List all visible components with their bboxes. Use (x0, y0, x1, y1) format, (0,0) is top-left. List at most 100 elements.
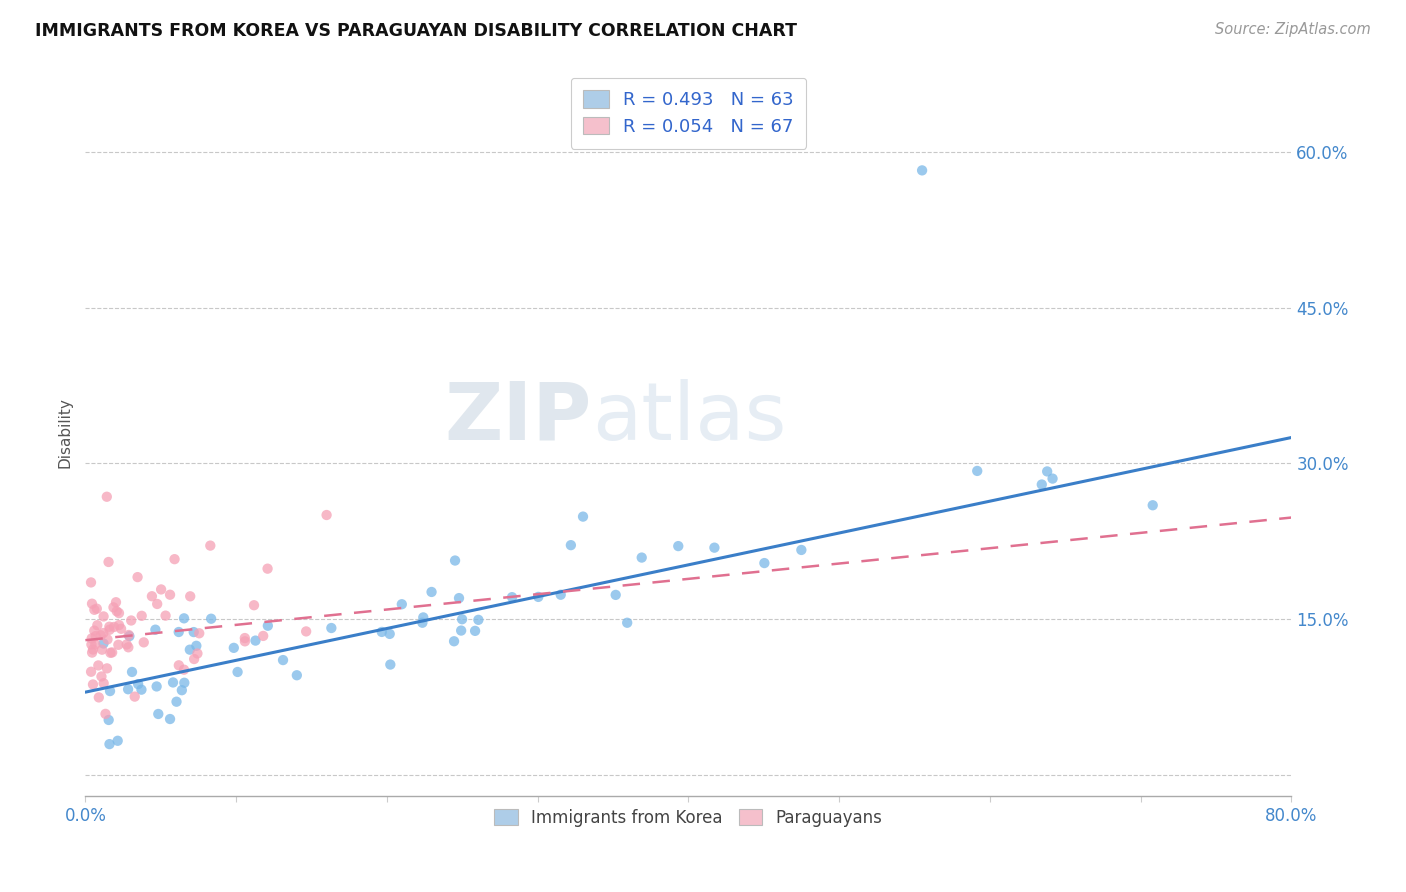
Point (159, 712, 181, 726)
Point (96, 632, 118, 647)
Point (141, 589, 163, 603)
Text: IMMIGRANTS FROM KOREA VS PARAGUAYAN DISABILITY CORRELATION CHART: IMMIGRANTS FROM KOREA VS PARAGUAYAN DISA… (35, 22, 797, 40)
Point (94, 706, 117, 721)
Point (80, 575, 103, 590)
Point (104, 595, 127, 609)
Point (166, 695, 188, 709)
Point (96, 490, 118, 504)
Point (186, 639, 208, 653)
Point (155, 608, 177, 623)
Point (200, 612, 222, 626)
Point (1042, 472, 1064, 486)
Point (245, 633, 267, 648)
Point (100, 646, 122, 660)
Point (83, 603, 105, 617)
Point (226, 665, 249, 679)
Point (222, 640, 245, 655)
Point (131, 608, 153, 623)
Point (150, 582, 173, 597)
Point (118, 628, 141, 642)
Point (167, 625, 190, 640)
Text: ZIP: ZIP (444, 379, 592, 457)
Point (86, 618, 108, 632)
Point (98, 684, 121, 698)
Point (271, 653, 294, 667)
Point (378, 627, 401, 641)
Point (371, 624, 394, 639)
Point (321, 621, 343, 635)
Point (200, 539, 222, 553)
Point (145, 623, 167, 637)
Point (148, 706, 170, 721)
Point (132, 635, 155, 649)
Legend: Immigrants from Korea, Paraguayans: Immigrants from Korea, Paraguayans (486, 800, 891, 835)
Point (572, 509, 595, 524)
Point (380, 657, 402, 672)
Point (450, 624, 472, 638)
Point (179, 642, 201, 657)
Point (80, 665, 103, 679)
Point (159, 588, 181, 602)
Point (179, 590, 201, 604)
Point (93, 636, 115, 650)
Point (105, 604, 128, 618)
Point (605, 588, 627, 602)
Text: atlas: atlas (592, 379, 786, 457)
Point (173, 663, 195, 677)
Text: Source: ZipAtlas.com: Source: ZipAtlas.com (1215, 22, 1371, 37)
Point (98, 737, 121, 751)
Point (80, 597, 103, 611)
Point (131, 682, 153, 697)
Point (451, 612, 474, 626)
Point (117, 640, 139, 655)
Point (103, 600, 125, 615)
Point (243, 599, 266, 613)
Point (107, 733, 129, 747)
Point (163, 552, 186, 566)
Point (118, 629, 141, 643)
Point (233, 634, 256, 648)
Point (966, 464, 988, 478)
Point (170, 683, 193, 698)
Point (411, 615, 433, 630)
Y-axis label: Disability: Disability (58, 397, 72, 467)
Point (391, 597, 413, 611)
Point (412, 610, 434, 624)
Point (145, 680, 167, 694)
Point (911, 163, 934, 178)
Point (1142, 498, 1164, 512)
Point (183, 652, 205, 666)
Point (186, 647, 208, 661)
Point (91, 642, 114, 657)
Point (443, 634, 465, 648)
Point (1036, 465, 1059, 479)
Point (84, 637, 107, 651)
Point (501, 590, 523, 604)
Point (87, 658, 110, 673)
Point (560, 538, 582, 552)
Point (162, 675, 184, 690)
Point (447, 591, 470, 606)
Point (87, 690, 110, 705)
Point (117, 682, 139, 697)
Point (173, 675, 195, 690)
Point (96, 661, 118, 675)
Point (173, 611, 195, 625)
Point (108, 606, 131, 620)
Point (110, 622, 132, 636)
Point (127, 570, 149, 584)
Point (703, 541, 725, 555)
Point (82, 646, 104, 660)
Point (108, 618, 131, 632)
Point (120, 614, 142, 628)
Point (315, 508, 337, 522)
Point (101, 645, 124, 659)
Point (84, 629, 107, 643)
Point (527, 590, 550, 604)
Point (90, 669, 112, 683)
Point (1031, 477, 1053, 491)
Point (98, 623, 121, 637)
Point (82, 677, 104, 691)
Point (86, 601, 108, 615)
Point (124, 690, 146, 704)
